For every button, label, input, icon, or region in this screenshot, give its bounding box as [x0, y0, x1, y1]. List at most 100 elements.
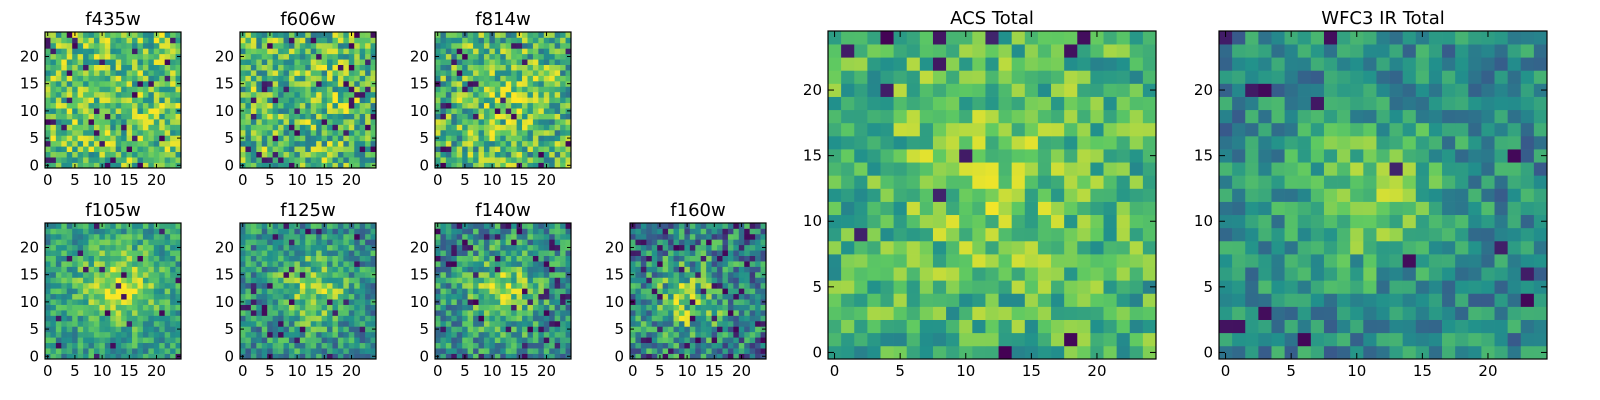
panel-f606w-cell — [354, 75, 361, 82]
panel-f140w-cell — [456, 233, 463, 240]
panel-f160w-cell — [700, 304, 707, 311]
panel-f606w-cell — [283, 135, 290, 142]
panel-f140w-cell — [462, 261, 468, 267]
panel-f160w-cell — [755, 244, 761, 251]
panel-f814w-cell — [445, 162, 452, 169]
panel-f105w-cell — [121, 353, 127, 360]
panel-f140w-cell — [543, 255, 550, 262]
panel-f435w-cell — [110, 91, 117, 98]
panel-f814w-cell — [451, 32, 458, 38]
panel-f105w-cell — [137, 331, 144, 338]
panel-f160w-cell — [760, 348, 767, 354]
panel-f125w-cell — [365, 266, 371, 273]
panel-f160w-cell — [755, 326, 761, 333]
panel-f606w-cell — [365, 48, 371, 55]
panel-f140w-cell — [543, 310, 550, 316]
panel-f160w-cell — [678, 228, 685, 235]
panel-f606w-cell — [240, 157, 246, 163]
panel-f125w-cell — [310, 282, 317, 289]
panel-f435w-cell — [99, 119, 106, 125]
panel-f125w-cell — [245, 250, 252, 256]
panel-f606w-cell — [316, 70, 322, 76]
panel-f606w-cell — [332, 75, 339, 82]
panel-f105w-cell — [115, 326, 122, 333]
panel-f814w-cell — [505, 42, 512, 49]
panel-f105w-cell — [142, 239, 149, 246]
panel-f105w-cell — [137, 239, 144, 246]
panel-acs-total-cell — [1024, 332, 1039, 347]
panel-f435w-cell — [88, 91, 95, 98]
panel-f814w-cell — [473, 102, 479, 109]
panel-acs-total-cell — [828, 254, 842, 268]
panel-f125w-cell — [359, 250, 366, 256]
panel-f435w-cell — [164, 140, 171, 147]
panel-f140w-cell — [516, 233, 523, 240]
panel-f140w-cell — [456, 310, 463, 316]
panel-f606w-cell — [348, 97, 355, 104]
panel-f140w-cell — [435, 320, 441, 327]
panel-f140w-cell — [440, 326, 447, 333]
panel-f814w-cell — [467, 140, 474, 147]
panel-f814w-cell — [527, 102, 534, 109]
panel-f814w-cell — [445, 53, 452, 60]
panel-f105w-cell — [88, 255, 95, 262]
panel-f160w-cell — [738, 266, 745, 273]
panel-f105w-cell — [83, 239, 89, 246]
panel-f814w-cell — [483, 119, 490, 125]
panel-f105w-cell — [110, 277, 117, 284]
panel-f435w-cell — [77, 86, 84, 93]
panel-f435w-cell — [175, 75, 182, 82]
panel-f105w-cell — [50, 353, 57, 360]
panel-acs-total-cell — [841, 319, 855, 334]
panel-f105w-cell — [126, 304, 133, 311]
panel-acs-total-cell — [932, 240, 947, 255]
panel-acs-total-cell — [919, 254, 934, 268]
panel-f105w-cell — [115, 228, 122, 235]
panel-f814w-cell — [554, 119, 561, 125]
panel-f814w-cell — [554, 75, 561, 82]
panel-f140w-cell — [527, 299, 534, 305]
panel-f105w-cell — [83, 326, 89, 333]
panel-f125w-cell — [272, 277, 279, 284]
panel-f606w-cell — [343, 102, 350, 109]
panel-f125w-cell — [348, 271, 355, 278]
panel-acs-total-cell — [1090, 319, 1104, 334]
panel-f606w-cell — [337, 162, 344, 169]
panel-f606w-cell — [343, 59, 350, 65]
panel-f140w-cell — [489, 299, 496, 305]
panel-f140w-cell — [483, 288, 490, 295]
panel-f105w-cell — [175, 233, 182, 240]
panel-f105w-cell — [45, 315, 51, 322]
panel-f606w-cell — [305, 53, 312, 60]
panel-f125w-cell — [370, 320, 377, 327]
panel-f814w-cell — [516, 119, 523, 125]
panel-f160w-cell — [684, 304, 691, 311]
panel-acs-total-cell — [1037, 319, 1052, 334]
panel-f160w-cell — [684, 239, 691, 246]
panel-acs-total-cell — [919, 240, 934, 255]
panel-f814w-cell — [435, 42, 441, 49]
panel-acs-total-cell — [1011, 306, 1026, 320]
panel-f435w-cell — [153, 64, 160, 71]
panel-f105w-cell — [142, 255, 149, 262]
panel-f160w-cell — [662, 233, 669, 240]
panel-f105w-cell — [115, 310, 122, 316]
panel-f160w-cell — [711, 239, 718, 246]
panel-acs-total-cell — [1011, 188, 1026, 202]
panel-f140w-cell — [505, 353, 512, 360]
panel-f140w-cell — [451, 277, 458, 284]
panel-f606w-cell — [337, 53, 344, 60]
panel-f814w-cell — [554, 86, 561, 93]
panel-f606w-cell — [332, 113, 339, 120]
panel-f435w-cell — [55, 119, 62, 125]
panel-f105w-cell — [132, 348, 138, 354]
panel-f814w-cell — [522, 151, 528, 158]
panel-f435w-cell — [164, 32, 171, 38]
panel-f140w-cell — [500, 320, 507, 327]
panel-f814w-cell — [478, 48, 485, 55]
panel-f140w-cell — [549, 299, 556, 305]
panel-f160w-cell — [646, 223, 653, 229]
panel-f160w-cell — [733, 288, 740, 295]
panel-f140w-cell — [494, 261, 501, 267]
panel-f140w-cell — [538, 233, 545, 240]
